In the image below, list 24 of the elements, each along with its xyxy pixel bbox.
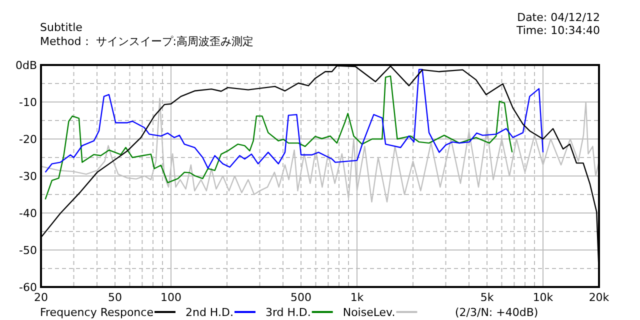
x-tick-label: 50 <box>108 291 122 304</box>
y-tick-label: -10 <box>19 96 37 109</box>
text: Method： サインスイープ:高周波歪み測定 <box>40 35 254 48</box>
chart-subtitle: Subtitle <box>40 21 83 34</box>
x-tick-label: 1k <box>350 291 364 304</box>
x-tick-label: 100 <box>160 291 182 304</box>
x-tick-label: 5k <box>480 291 494 304</box>
text: Date: 04/12/12 <box>517 11 600 24</box>
y-tick-label: -30 <box>19 170 37 183</box>
legend-label: 3rd H.D. <box>265 306 311 319</box>
legend-label: Frequency Responce <box>40 306 154 319</box>
y-tick-label: -50 <box>19 244 37 257</box>
y-tick-label: -20 <box>19 133 37 146</box>
legend-label: NoiseLev. <box>342 306 396 319</box>
x-tick-label: 20k <box>588 291 610 304</box>
y-tick-label: 0dB <box>15 59 37 72</box>
y-tick-label: -40 <box>19 207 37 220</box>
y-tick-label: -60 <box>19 281 37 294</box>
legend-label: 2nd H.D. <box>185 306 234 319</box>
x-tick-label: 10k <box>532 291 554 304</box>
x-tick-label: 20 <box>34 291 48 304</box>
x-tick-label: 500 <box>290 291 312 304</box>
text: (2/3/N: +40dB) <box>455 306 538 319</box>
text: Time: 10:34:40 <box>515 24 600 37</box>
